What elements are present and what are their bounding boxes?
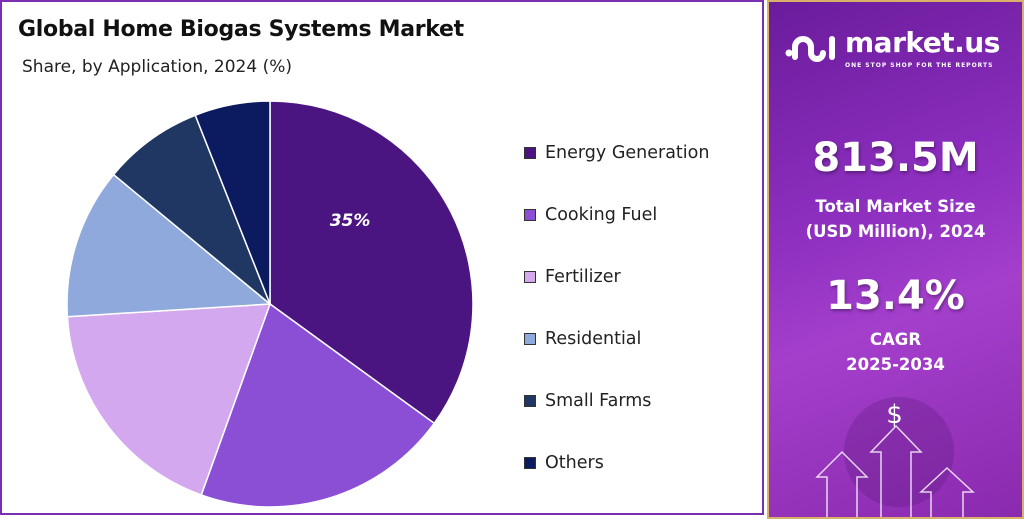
dollar-icon: $ bbox=[886, 400, 903, 430]
data-label: 35% bbox=[330, 211, 371, 231]
pie-slice-small-farms bbox=[112, 114, 271, 305]
legend-swatch bbox=[524, 147, 536, 159]
market-size-value: 813.5M bbox=[812, 135, 979, 181]
legend-label: Others bbox=[545, 453, 604, 473]
pie-chart: 35% bbox=[66, 100, 474, 508]
brand-name: market.us bbox=[845, 26, 1000, 59]
pie-slice-cooking-fuel bbox=[200, 302, 436, 508]
chart-subtitle: Share, by Application, 2024 (%) bbox=[22, 57, 292, 77]
legend-item: Cooking Fuel bbox=[524, 184, 709, 246]
pie-slice-others bbox=[194, 100, 271, 305]
legend: Energy Generation Cooking Fuel Fertilize… bbox=[524, 122, 709, 494]
pie-slice-energy-generation bbox=[269, 100, 474, 425]
cagr-value: 13.4% bbox=[826, 273, 965, 319]
legend-item: Small Farms bbox=[524, 370, 709, 432]
legend-swatch bbox=[524, 395, 536, 407]
legend-label: Residential bbox=[545, 329, 642, 349]
legend-swatch bbox=[524, 457, 536, 469]
legend-swatch bbox=[524, 271, 536, 283]
legend-label: Small Farms bbox=[545, 391, 652, 411]
summary-panel: $ market.us ONE STOP SHOP FOR THE REPORT… bbox=[767, 0, 1024, 519]
cagr-label: CAGR bbox=[869, 330, 922, 349]
logo-mark-icon bbox=[785, 36, 835, 62]
legend-item: Fertilizer bbox=[524, 246, 709, 308]
chart-title: Global Home Biogas Systems Market bbox=[18, 17, 464, 42]
growth-arrows-icon bbox=[815, 397, 975, 517]
legend-label: Cooking Fuel bbox=[545, 205, 658, 225]
legend-swatch bbox=[524, 209, 536, 221]
legend-swatch bbox=[524, 333, 536, 345]
market-size-label-unit: (USD Million), 2024 bbox=[805, 222, 986, 241]
brand-tagline: ONE STOP SHOP FOR THE REPORTS bbox=[845, 62, 994, 69]
legend-item: Others bbox=[524, 432, 709, 494]
legend-item: Residential bbox=[524, 308, 709, 370]
pie-slice-residential bbox=[66, 173, 272, 318]
market-size-label: Total Market Size bbox=[815, 197, 976, 216]
cagr-period: 2025-2034 bbox=[846, 355, 945, 374]
legend-label: Fertilizer bbox=[545, 267, 621, 287]
pie-slice-fertilizer bbox=[66, 303, 272, 496]
brand-logo: market.us ONE STOP SHOP FOR THE REPORTS bbox=[785, 26, 1000, 70]
legend-item: Energy Generation bbox=[524, 122, 709, 184]
legend-label: Energy Generation bbox=[545, 143, 710, 163]
chart-panel: Global Home Biogas Systems Market Share,… bbox=[0, 0, 764, 515]
